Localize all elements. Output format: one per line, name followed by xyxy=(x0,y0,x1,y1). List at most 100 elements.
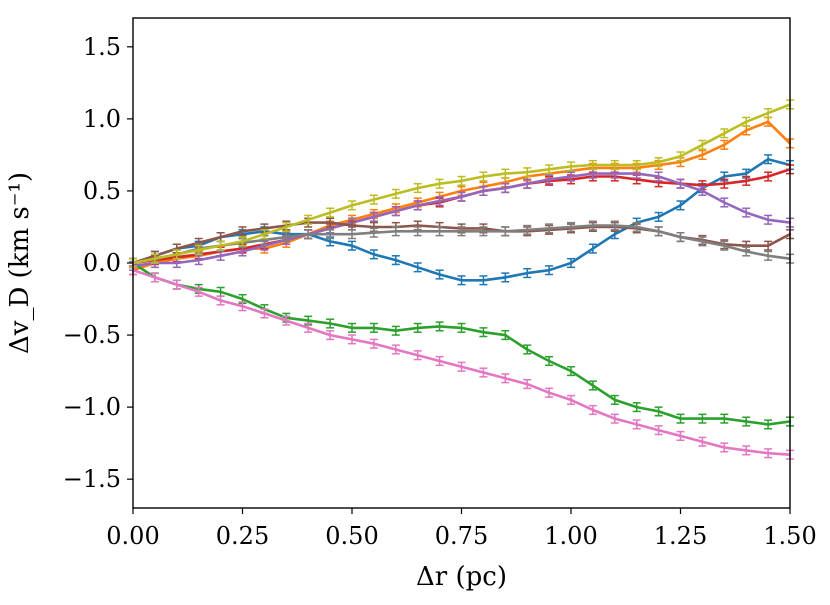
data-point xyxy=(394,329,397,332)
data-point xyxy=(613,232,616,236)
data-point xyxy=(701,240,704,243)
data-point xyxy=(394,192,397,196)
data-point xyxy=(591,384,595,387)
data-point xyxy=(613,163,616,167)
series-blue xyxy=(129,154,794,286)
data-point xyxy=(723,182,726,185)
data-point xyxy=(307,218,310,221)
data-point xyxy=(460,279,463,282)
data-point xyxy=(723,244,726,247)
data-point xyxy=(219,244,222,247)
x-tick-label: 0.25 xyxy=(216,522,269,550)
data-point xyxy=(569,165,573,168)
data-point xyxy=(328,221,332,224)
data-point xyxy=(438,273,441,276)
x-axis-label: Δr (pc) xyxy=(416,562,507,592)
data-point xyxy=(569,225,573,229)
data-point xyxy=(504,186,507,190)
data-point xyxy=(372,225,376,229)
data-point xyxy=(504,333,507,337)
data-point xyxy=(766,120,770,123)
data-point xyxy=(613,417,616,420)
data-point xyxy=(745,211,748,214)
data-point xyxy=(307,326,310,330)
data-point xyxy=(701,153,704,157)
data-point xyxy=(460,230,463,233)
y-tick-label: 1.0 xyxy=(83,105,121,133)
data-point xyxy=(263,244,266,247)
data-point xyxy=(723,175,726,178)
data-point xyxy=(723,417,726,420)
data-point xyxy=(679,434,682,438)
data-point xyxy=(372,342,376,345)
data-point xyxy=(569,369,573,373)
data-point xyxy=(547,227,551,230)
y-tick-label: 1.5 xyxy=(83,33,121,61)
data-point xyxy=(701,417,704,420)
data-point xyxy=(679,155,682,158)
data-point xyxy=(766,218,770,221)
data-point xyxy=(723,201,726,204)
data-point xyxy=(766,423,770,426)
data-point xyxy=(547,391,551,394)
data-point xyxy=(504,181,507,184)
data-point xyxy=(745,172,748,175)
data-point xyxy=(350,204,354,207)
data-point xyxy=(657,230,660,233)
data-point xyxy=(241,240,244,243)
data-point xyxy=(766,111,770,115)
data-point xyxy=(328,227,332,230)
x-tick-label: 0.75 xyxy=(435,522,488,550)
data-point xyxy=(482,371,485,374)
data-point xyxy=(526,382,529,386)
data-point xyxy=(372,231,376,234)
data-point xyxy=(460,189,463,193)
data-point xyxy=(153,276,157,279)
data-point xyxy=(307,232,310,236)
data-point xyxy=(438,230,441,233)
data-point xyxy=(766,175,770,178)
data-point xyxy=(460,365,463,368)
data-point xyxy=(635,178,638,181)
data-point xyxy=(591,247,595,250)
data-point xyxy=(350,244,354,247)
y-axis-label: Δv_D (km s⁻¹) xyxy=(5,172,35,354)
data-point xyxy=(766,244,770,247)
data-point xyxy=(547,178,551,181)
data-point xyxy=(285,319,288,322)
data-point xyxy=(241,250,244,253)
data-point xyxy=(197,258,200,262)
data-point xyxy=(263,232,266,236)
data-point xyxy=(175,261,178,265)
data-point xyxy=(263,312,266,315)
data-point xyxy=(197,241,200,245)
data-point xyxy=(547,269,551,272)
data-point xyxy=(569,398,573,402)
data-point xyxy=(591,163,595,167)
data-point xyxy=(745,250,748,253)
data-point xyxy=(394,348,397,351)
data-point xyxy=(701,143,704,147)
data-point xyxy=(701,189,704,193)
data-point xyxy=(723,446,726,449)
data-point xyxy=(635,405,638,409)
data-point xyxy=(197,248,200,252)
data-point xyxy=(504,377,507,380)
data-point xyxy=(372,198,376,201)
data-point xyxy=(350,224,354,227)
data-point xyxy=(635,163,638,167)
data-point xyxy=(394,230,397,233)
data-point xyxy=(175,253,178,256)
data-point xyxy=(526,228,529,232)
data-point xyxy=(657,181,660,184)
data-point xyxy=(526,171,529,174)
x-axis: 0.00 0.25 0.50 0.75 1.00 1.25 1.50 xyxy=(106,508,817,550)
data-point xyxy=(219,235,222,239)
data-point xyxy=(197,290,200,294)
data-point xyxy=(219,254,222,257)
data-point xyxy=(547,168,551,171)
data-point xyxy=(350,326,354,330)
data-point xyxy=(394,258,397,262)
data-point xyxy=(701,440,704,443)
data-point xyxy=(504,172,507,175)
